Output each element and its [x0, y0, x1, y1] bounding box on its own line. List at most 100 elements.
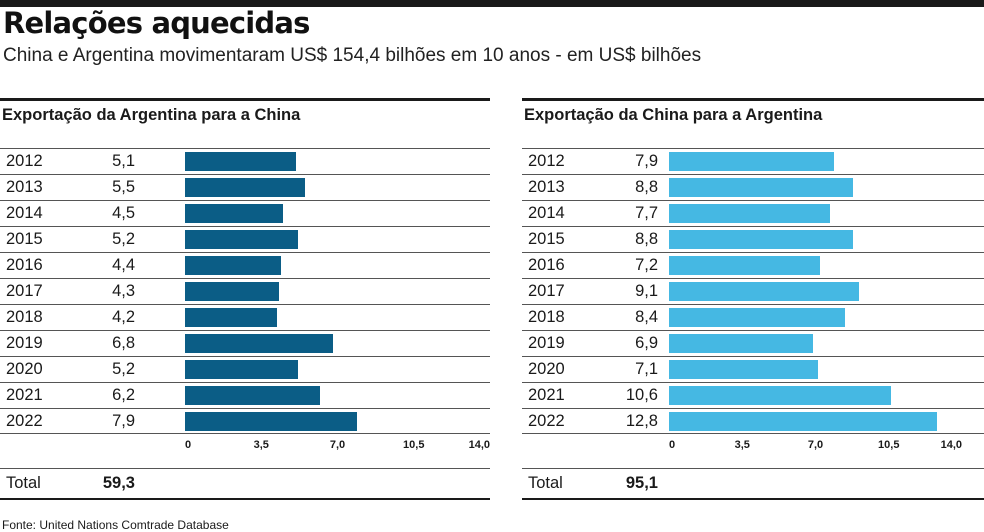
bar-row: 2013 8,8	[522, 174, 984, 200]
bar	[669, 178, 854, 197]
total-row: Total 59,3	[0, 468, 490, 500]
value-label: 5,2	[112, 360, 135, 378]
year-label: 2015	[528, 230, 565, 248]
total-label: Total	[6, 474, 41, 492]
argentina-to-china-panel: Exportação da Argentina para a China 201…	[0, 98, 490, 500]
bar-row: 2015 5,2	[0, 226, 490, 252]
bar-row: 2022 7,9	[0, 408, 490, 434]
bar-rows: 2012 7,9 2013 8,8 2014 7,7 2015 8,8 2016 7,2 2017 9…	[522, 148, 984, 434]
bar	[669, 204, 831, 223]
bar	[185, 282, 279, 301]
value-label: 6,9	[635, 334, 658, 352]
bar	[185, 308, 277, 327]
total-value: 95,1	[625, 474, 658, 492]
year-label: 2018	[6, 308, 43, 326]
year-label: 2020	[6, 360, 43, 378]
year-label: 2016	[6, 256, 43, 274]
year-label: 2012	[528, 152, 565, 170]
value-label: 5,5	[112, 178, 135, 196]
year-label: 2014	[6, 204, 43, 222]
bar-row: 2012 7,9	[522, 148, 984, 174]
bar-row: 2019 6,9	[522, 330, 984, 356]
total-row: Total 95,1	[522, 468, 984, 500]
x-tick-label: 0	[185, 439, 192, 451]
x-tick-label: 0	[669, 439, 676, 451]
x-tick-label: 7,0	[807, 439, 824, 451]
value-label: 4,3	[112, 282, 135, 300]
bar-row: 2020 7,1	[522, 356, 984, 382]
year-label: 2016	[528, 256, 565, 274]
value-label: 5,1	[112, 152, 135, 170]
x-tick-label: 3,5	[734, 439, 750, 451]
bar	[185, 360, 299, 379]
value-label: 7,7	[635, 204, 658, 222]
year-label: 2014	[528, 204, 565, 222]
x-tick-label: 14,0	[940, 439, 962, 451]
value-label: 10,6	[625, 386, 658, 404]
x-axis: 0 3,5 7,0 10,5 14,0	[522, 439, 984, 455]
year-label: 2019	[6, 334, 43, 352]
value-label: 8,8	[635, 178, 658, 196]
bar-row: 2013 5,5	[0, 174, 490, 200]
total-label: Total	[528, 474, 563, 492]
bar	[185, 412, 358, 431]
year-label: 2020	[528, 360, 565, 378]
chart-subtitle: China e Argentina movimentaram US$ 154,4…	[3, 45, 702, 66]
bar	[669, 412, 937, 431]
year-label: 2017	[6, 282, 43, 300]
year-label: 2012	[6, 152, 43, 170]
bar	[669, 386, 891, 405]
value-label: 4,5	[112, 204, 135, 222]
bar-row: 2017 9,1	[522, 278, 984, 304]
bar-row: 2021 6,2	[0, 382, 490, 408]
year-label: 2017	[528, 282, 565, 300]
value-label: 7,2	[635, 256, 658, 274]
bar	[185, 178, 305, 197]
bar	[669, 360, 818, 379]
bar	[185, 256, 281, 275]
bar	[669, 308, 845, 327]
x-tick-label: 3,5	[253, 439, 269, 451]
bar-row: 2022 12,8	[522, 408, 984, 434]
value-label: 8,4	[635, 308, 658, 326]
bar-row: 2015 8,8	[522, 226, 984, 252]
bar-row: 2021 10,6	[522, 382, 984, 408]
value-label: 6,8	[112, 334, 135, 352]
bar-rows: 2012 5,1 2013 5,5 2014 4,5 2015 5,2 2016 4,4 2017 4…	[0, 148, 490, 434]
bar	[185, 230, 299, 249]
x-axis: 0 3,5 7,0 10,5 14,0	[0, 439, 490, 455]
bar	[185, 204, 284, 223]
china-to-argentina-panel: Exportação da China para a Argentina 201…	[522, 98, 984, 500]
value-label: 7,1	[635, 360, 658, 378]
year-label: 2018	[528, 308, 565, 326]
year-label: 2013	[6, 178, 43, 196]
panel-title: Exportação da Argentina para a China	[2, 106, 301, 124]
value-label: 6,2	[112, 386, 135, 404]
bar-row: 2012 5,1	[0, 148, 490, 174]
year-label: 2019	[528, 334, 565, 352]
bar	[185, 334, 334, 353]
x-tick-label: 10,5	[878, 439, 900, 451]
year-label: 2022	[528, 412, 565, 430]
value-label: 8,8	[635, 230, 658, 248]
chart-title: Relações aquecidas	[3, 6, 310, 40]
x-tick-label: 7,0	[329, 439, 346, 451]
panel-rule	[522, 98, 984, 101]
x-tick-label: 14,0	[468, 439, 490, 451]
bar-row: 2014 4,5	[0, 200, 490, 226]
bar-row: 2017 4,3	[0, 278, 490, 304]
year-label: 2015	[6, 230, 43, 248]
year-label: 2013	[528, 178, 565, 196]
source-note: Fonte: United Nations Comtrade Database	[2, 518, 229, 532]
panel-title: Exportação da China para a Argentina	[524, 106, 823, 124]
bar-row: 2019 6,8	[0, 330, 490, 356]
year-label: 2022	[6, 412, 43, 430]
value-label: 9,1	[635, 282, 658, 300]
bar	[669, 282, 860, 301]
bar-row: 2016 7,2	[522, 252, 984, 278]
value-label: 12,8	[625, 412, 658, 430]
value-label: 7,9	[635, 152, 658, 170]
bar	[669, 256, 820, 275]
bar-row: 2016 4,4	[0, 252, 490, 278]
bar	[669, 230, 854, 249]
